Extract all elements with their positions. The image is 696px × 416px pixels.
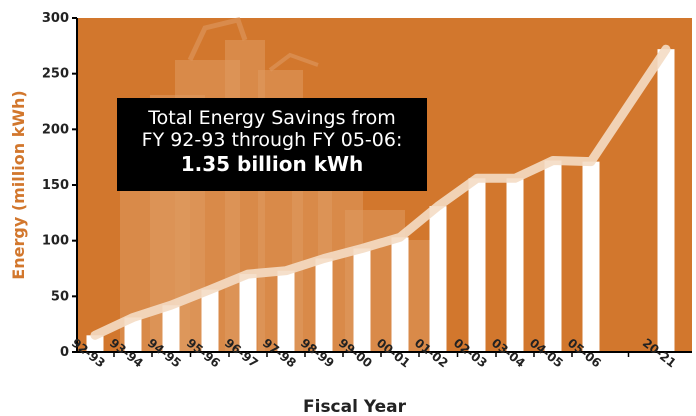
- callout-line-1: Total Energy Savings from: [148, 107, 396, 129]
- y-tick-labels: 0 50 100 150 200 250 300: [42, 11, 69, 360]
- bar-00-01: [391, 237, 409, 352]
- bar-05-06: [582, 161, 600, 352]
- bar-03-04: [506, 178, 524, 352]
- y-tick-label: 0: [60, 345, 69, 360]
- total-savings-callout: Total Energy Savings from FY 92-93 throu…: [117, 98, 427, 191]
- callout-line-2: FY 92-93 through FY 05-06:: [141, 129, 403, 151]
- axes: [72, 17, 692, 357]
- building-outline: [187, 17, 248, 62]
- y-tick-label: 300: [42, 11, 69, 26]
- trend-line: [90, 44, 671, 340]
- bar-93-94: [124, 317, 142, 352]
- y-tick-label: 150: [42, 178, 69, 193]
- bar-02-03: [468, 178, 486, 352]
- bar-94-95: [162, 305, 180, 352]
- bar-98-99: [315, 258, 333, 352]
- callout-total: 1.35 billion kWh: [180, 152, 364, 176]
- y-tick-label: 250: [42, 67, 69, 82]
- bar-01-02: [429, 206, 447, 352]
- y-tick-label: 100: [42, 234, 69, 249]
- bar-92-93: [86, 335, 104, 352]
- bar-04-05: [544, 160, 562, 352]
- bar-97-98: [277, 270, 295, 352]
- bar-99-00: [353, 248, 371, 352]
- bar-20-21: [657, 49, 675, 352]
- x-axis-title: Fiscal Year: [303, 397, 407, 416]
- y-tick-label: 50: [51, 289, 69, 304]
- y-axis-title: Energy (million kWh): [9, 90, 28, 279]
- bar-96-97: [239, 274, 257, 352]
- building-outline: [268, 52, 319, 72]
- bar-95-96: [201, 289, 219, 352]
- bar-series: [86, 49, 675, 352]
- y-tick-label: 200: [42, 122, 69, 137]
